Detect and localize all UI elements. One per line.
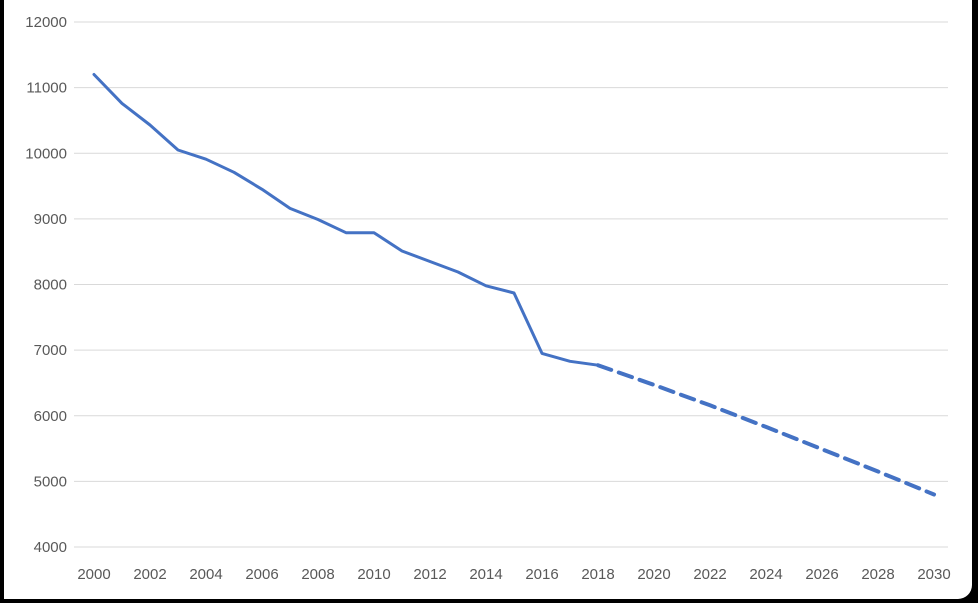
y-tick-label: 5000	[34, 473, 67, 490]
x-tick-label: 2008	[301, 566, 334, 583]
y-axis-ticks: 4000 5000 6000 7000 8000 9000 10000 11000 12000	[25, 14, 67, 556]
y-tick-label: 6000	[34, 408, 67, 425]
x-tick-label: 2024	[749, 566, 782, 583]
series-lines	[92, 73, 936, 497]
y-tick-label: 4000	[34, 539, 67, 556]
x-tick-label: 2002	[133, 566, 166, 583]
x-tick-label: 2016	[525, 566, 558, 583]
x-tick-label: 2022	[693, 566, 726, 583]
series-line-solid	[92, 73, 600, 367]
x-tick-label: 2004	[189, 566, 222, 583]
x-tick-label: 2006	[245, 566, 278, 583]
y-tick-label: 9000	[34, 211, 67, 228]
x-tick-label: 2014	[469, 566, 502, 583]
y-tick-label: 12000	[25, 14, 67, 31]
x-tick-label: 2026	[805, 566, 838, 583]
y-tick-label: 11000	[26, 80, 67, 97]
x-tick-label: 2030	[917, 566, 950, 583]
x-tick-label: 2012	[413, 566, 446, 583]
series-line-dashed	[596, 363, 936, 497]
x-tick-label: 2028	[861, 566, 894, 583]
gridlines	[74, 21, 948, 548]
x-tick-label: 2000	[77, 566, 110, 583]
chart-card: 4000 5000 6000 7000 8000 9000 10000 11000 12000 …	[4, 0, 972, 599]
y-tick-label: 7000	[34, 342, 67, 359]
x-tick-label: 2018	[581, 566, 614, 583]
x-tick-label: 2010	[357, 566, 390, 583]
x-axis-ticks: 2000 2002 2004 2006 2008 2010 2012 2014 2016 2018…	[77, 566, 950, 583]
y-tick-label: 10000	[25, 145, 67, 162]
y-tick-label: 8000	[34, 277, 67, 294]
line-chart: 400050006000700080009000100001100012000 …	[25, 14, 950, 583]
x-tick-label: 2020	[637, 566, 670, 583]
